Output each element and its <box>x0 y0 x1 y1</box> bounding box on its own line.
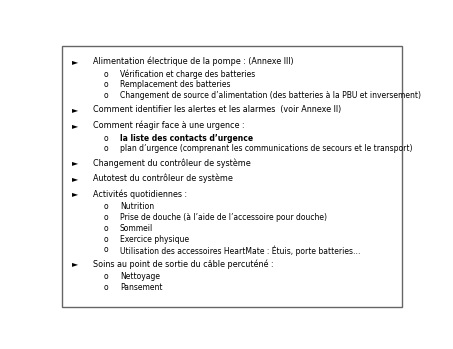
Text: ►: ► <box>72 57 78 66</box>
Text: o: o <box>104 134 109 142</box>
Text: o: o <box>104 91 109 100</box>
Text: Autotest du contrôleur de système: Autotest du contrôleur de système <box>93 174 233 183</box>
Text: ►: ► <box>72 121 78 129</box>
Text: Vérification et charge des batteries: Vérification et charge des batteries <box>120 69 255 79</box>
Text: o: o <box>104 245 109 254</box>
Text: Prise de douche (à l’aide de l’accessoire pour douche): Prise de douche (à l’aide de l’accessoir… <box>120 213 327 222</box>
Text: Changement de source d’alimentation (des batteries à la PBU et inversement): Changement de source d’alimentation (des… <box>120 91 421 100</box>
Text: Changement du contrôleur de système: Changement du contrôleur de système <box>93 158 251 168</box>
Text: Soins au point de sortie du câble percuténé :: Soins au point de sortie du câble percut… <box>93 259 274 269</box>
Text: Sommeil: Sommeil <box>120 224 153 233</box>
Text: plan d’urgence (comprenant les communications de secours et le transport): plan d’urgence (comprenant les communica… <box>120 144 412 153</box>
Text: Pansement: Pansement <box>120 283 162 292</box>
Text: ►: ► <box>72 158 78 167</box>
Text: o: o <box>104 202 109 211</box>
Text: o: o <box>104 144 109 153</box>
Text: Remplacement des batteries: Remplacement des batteries <box>120 80 230 89</box>
Text: ►: ► <box>72 190 78 199</box>
FancyBboxPatch shape <box>62 46 402 306</box>
Text: Utilisation des accessoires HeartMate : Étuis, porte batteries…: Utilisation des accessoires HeartMate : … <box>120 245 360 256</box>
Text: Exercice physique: Exercice physique <box>120 235 189 244</box>
Text: Activités quotidiennes :: Activités quotidiennes : <box>93 190 188 199</box>
Text: o: o <box>104 235 109 244</box>
Text: o: o <box>104 213 109 222</box>
Text: o: o <box>104 69 109 79</box>
Text: Comment identifier les alertes et les alarmes  (voir Annexe II): Comment identifier les alertes et les al… <box>93 105 342 114</box>
Text: Nettoyage: Nettoyage <box>120 272 160 281</box>
Text: o: o <box>104 272 109 281</box>
Text: ►: ► <box>72 259 78 268</box>
Text: ►: ► <box>72 174 78 183</box>
Text: o: o <box>104 224 109 233</box>
Text: Comment réagir face à une urgence :: Comment réagir face à une urgence : <box>93 121 245 130</box>
Text: o: o <box>104 80 109 89</box>
Text: ►: ► <box>72 105 78 114</box>
Text: Alimentation électrique de la pompe : (Annexe III): Alimentation électrique de la pompe : (A… <box>93 57 294 66</box>
Text: o: o <box>104 283 109 292</box>
Text: Nutrition: Nutrition <box>120 202 154 211</box>
Text: la liste des contacts d’urgence: la liste des contacts d’urgence <box>120 134 253 142</box>
